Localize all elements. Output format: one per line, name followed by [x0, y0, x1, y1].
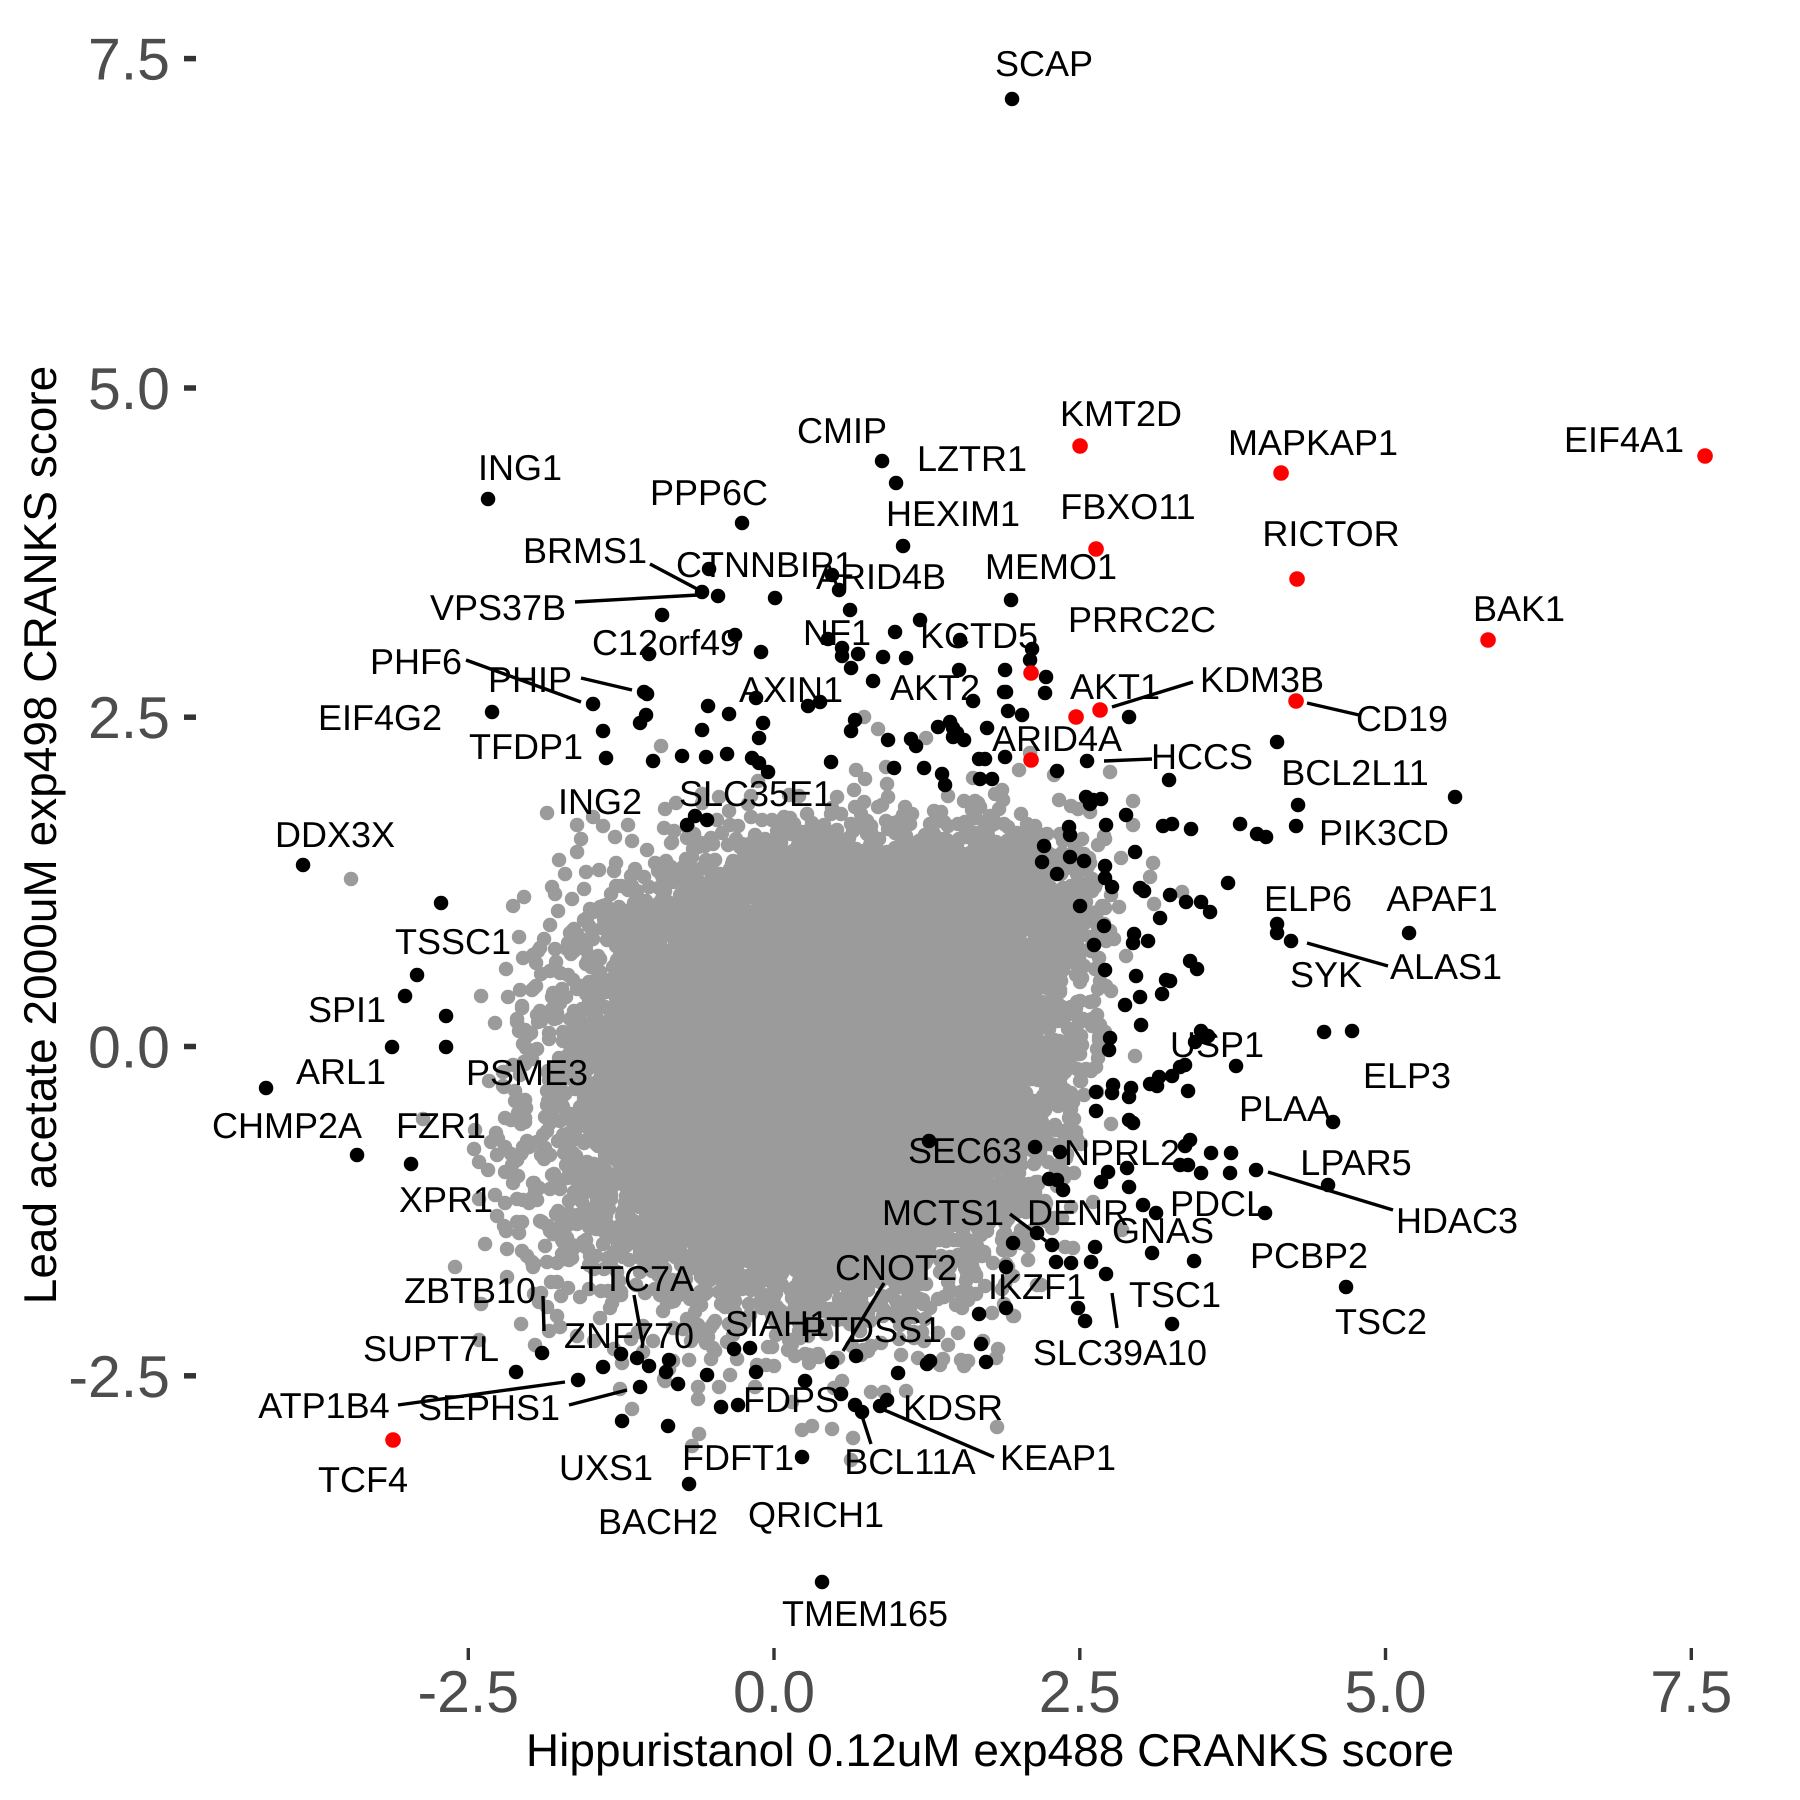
svg-text:-2.5: -2.5 [68, 1344, 170, 1410]
svg-text:TSSC1: TSSC1 [395, 921, 511, 962]
svg-text:PLAA: PLAA [1239, 1088, 1331, 1129]
svg-text:CHMP2A: CHMP2A [212, 1105, 362, 1146]
svg-text:7.5: 7.5 [1650, 1659, 1732, 1725]
svg-text:SEPHS1: SEPHS1 [418, 1387, 560, 1428]
svg-text:SUPT7L: SUPT7L [363, 1328, 499, 1369]
svg-text:CNOT2: CNOT2 [835, 1247, 957, 1288]
svg-text:CTNNBIP1: CTNNBIP1 [676, 544, 854, 585]
svg-text:5.0: 5.0 [1344, 1659, 1426, 1725]
svg-text:ZBTB10: ZBTB10 [404, 1270, 536, 1311]
svg-text:TMEM165: TMEM165 [782, 1593, 948, 1634]
svg-text:SLC35E1: SLC35E1 [679, 773, 833, 814]
svg-text:Lead acetate 2000uM exp498 CRA: Lead acetate 2000uM exp498 CRANKS score [14, 366, 66, 1304]
svg-text:SIAH1: SIAH1 [725, 1303, 829, 1344]
svg-text:AKT2: AKT2 [890, 667, 980, 708]
svg-text:NF1: NF1 [803, 612, 871, 653]
svg-text:ARL1: ARL1 [296, 1051, 386, 1092]
svg-text:SCAP: SCAP [995, 43, 1093, 84]
svg-text:FDPS: FDPS [743, 1379, 839, 1420]
svg-text:GNAS: GNAS [1112, 1210, 1214, 1251]
svg-text:ELP3: ELP3 [1363, 1055, 1451, 1096]
svg-text:PSME3: PSME3 [466, 1052, 588, 1093]
svg-text:ING1: ING1 [478, 447, 562, 488]
svg-text:SYK: SYK [1290, 954, 1362, 995]
svg-text:AXIN1: AXIN1 [739, 669, 843, 710]
svg-text:0.0: 0.0 [733, 1659, 815, 1725]
svg-text:SPI1: SPI1 [308, 989, 386, 1030]
svg-text:BCL2L11: BCL2L11 [1281, 752, 1428, 793]
svg-text:DDX3X: DDX3X [275, 814, 395, 855]
svg-text:SEC63: SEC63 [908, 1130, 1022, 1171]
svg-text:USP1: USP1 [1170, 1024, 1264, 1065]
svg-text:ATP1B4: ATP1B4 [258, 1385, 389, 1426]
svg-text:0.0: 0.0 [88, 1015, 170, 1081]
svg-text:PHF6: PHF6 [370, 641, 462, 682]
svg-text:MEMO1: MEMO1 [985, 546, 1117, 587]
svg-text:ZNF770: ZNF770 [564, 1315, 694, 1356]
svg-text:VPS37B: VPS37B [430, 587, 566, 628]
svg-text:BACH2: BACH2 [598, 1501, 718, 1542]
svg-text:XPR1: XPR1 [399, 1179, 493, 1220]
svg-text:TTC7A: TTC7A [580, 1258, 694, 1299]
svg-text:PDCL: PDCL [1170, 1183, 1266, 1224]
svg-text:LPAR5: LPAR5 [1300, 1142, 1411, 1183]
svg-text:EIF4A1: EIF4A1 [1564, 419, 1684, 460]
svg-text:AKT1: AKT1 [1070, 666, 1160, 707]
svg-text:UXS1: UXS1 [559, 1447, 653, 1488]
svg-text:HDAC3: HDAC3 [1396, 1200, 1518, 1241]
svg-text:QRICH1: QRICH1 [748, 1494, 884, 1535]
svg-text:LZTR1: LZTR1 [917, 438, 1027, 479]
svg-text:ELP6: ELP6 [1264, 878, 1352, 919]
svg-text:NPRL2: NPRL2 [1064, 1132, 1180, 1173]
svg-text:7.5: 7.5 [88, 27, 170, 93]
svg-text:-2.5: -2.5 [417, 1659, 519, 1725]
svg-text:PPP6C: PPP6C [650, 472, 768, 513]
svg-text:HCCS: HCCS [1151, 736, 1253, 777]
svg-text:KCTD5: KCTD5 [920, 615, 1038, 656]
svg-text:APAF1: APAF1 [1386, 878, 1497, 919]
svg-text:SLC39A10: SLC39A10 [1033, 1332, 1207, 1373]
svg-text:PCBP2: PCBP2 [1250, 1235, 1368, 1276]
svg-text:BAK1: BAK1 [1473, 588, 1565, 629]
svg-text:KDSR: KDSR [903, 1387, 1003, 1428]
svg-text:FDFT1: FDFT1 [682, 1437, 794, 1478]
svg-text:TSC2: TSC2 [1335, 1301, 1427, 1342]
svg-text:C12orf49: C12orf49 [592, 622, 740, 663]
svg-text:PTDSS1: PTDSS1 [802, 1309, 942, 1350]
svg-text:KDM3B: KDM3B [1200, 659, 1324, 700]
svg-text:CMIP: CMIP [797, 410, 887, 451]
svg-text:KEAP1: KEAP1 [1000, 1437, 1116, 1478]
svg-text:PIK3CD: PIK3CD [1319, 812, 1449, 853]
svg-text:IKZF1: IKZF1 [988, 1266, 1086, 1307]
svg-text:DENR: DENR [1027, 1192, 1129, 1233]
svg-text:TCF4: TCF4 [318, 1459, 408, 1500]
svg-text:TSC1: TSC1 [1129, 1274, 1221, 1315]
svg-text:PRRC2C: PRRC2C [1068, 599, 1216, 640]
svg-text:BCL11A: BCL11A [844, 1441, 975, 1482]
svg-text:Hippuristanol 0.12uM exp488 CR: Hippuristanol 0.12uM exp488 CRANKS score [526, 1724, 1454, 1776]
svg-text:ARID4A: ARID4A [992, 718, 1122, 759]
svg-text:2.5: 2.5 [88, 685, 170, 751]
svg-text:BRMS1: BRMS1 [523, 530, 647, 571]
svg-text:ING2: ING2 [558, 781, 642, 822]
svg-text:2.5: 2.5 [1039, 1659, 1121, 1725]
svg-text:FZR1: FZR1 [396, 1105, 486, 1146]
svg-text:EIF4G2: EIF4G2 [318, 697, 442, 738]
svg-text:KMT2D: KMT2D [1060, 393, 1182, 434]
svg-text:5.0: 5.0 [88, 356, 170, 422]
svg-text:FBXO11: FBXO11 [1060, 486, 1195, 527]
svg-text:HEXIM1: HEXIM1 [886, 493, 1020, 534]
svg-text:PHIP: PHIP [488, 659, 572, 700]
svg-text:CD19: CD19 [1356, 698, 1448, 739]
svg-text:MCTS1: MCTS1 [882, 1192, 1004, 1233]
svg-text:ALAS1: ALAS1 [1390, 946, 1502, 987]
svg-text:TFDP1: TFDP1 [469, 726, 583, 767]
svg-text:MAPKAP1: MAPKAP1 [1228, 422, 1398, 463]
svg-text:RICTOR: RICTOR [1262, 513, 1399, 554]
svg-text:ARID4B: ARID4B [816, 556, 946, 597]
